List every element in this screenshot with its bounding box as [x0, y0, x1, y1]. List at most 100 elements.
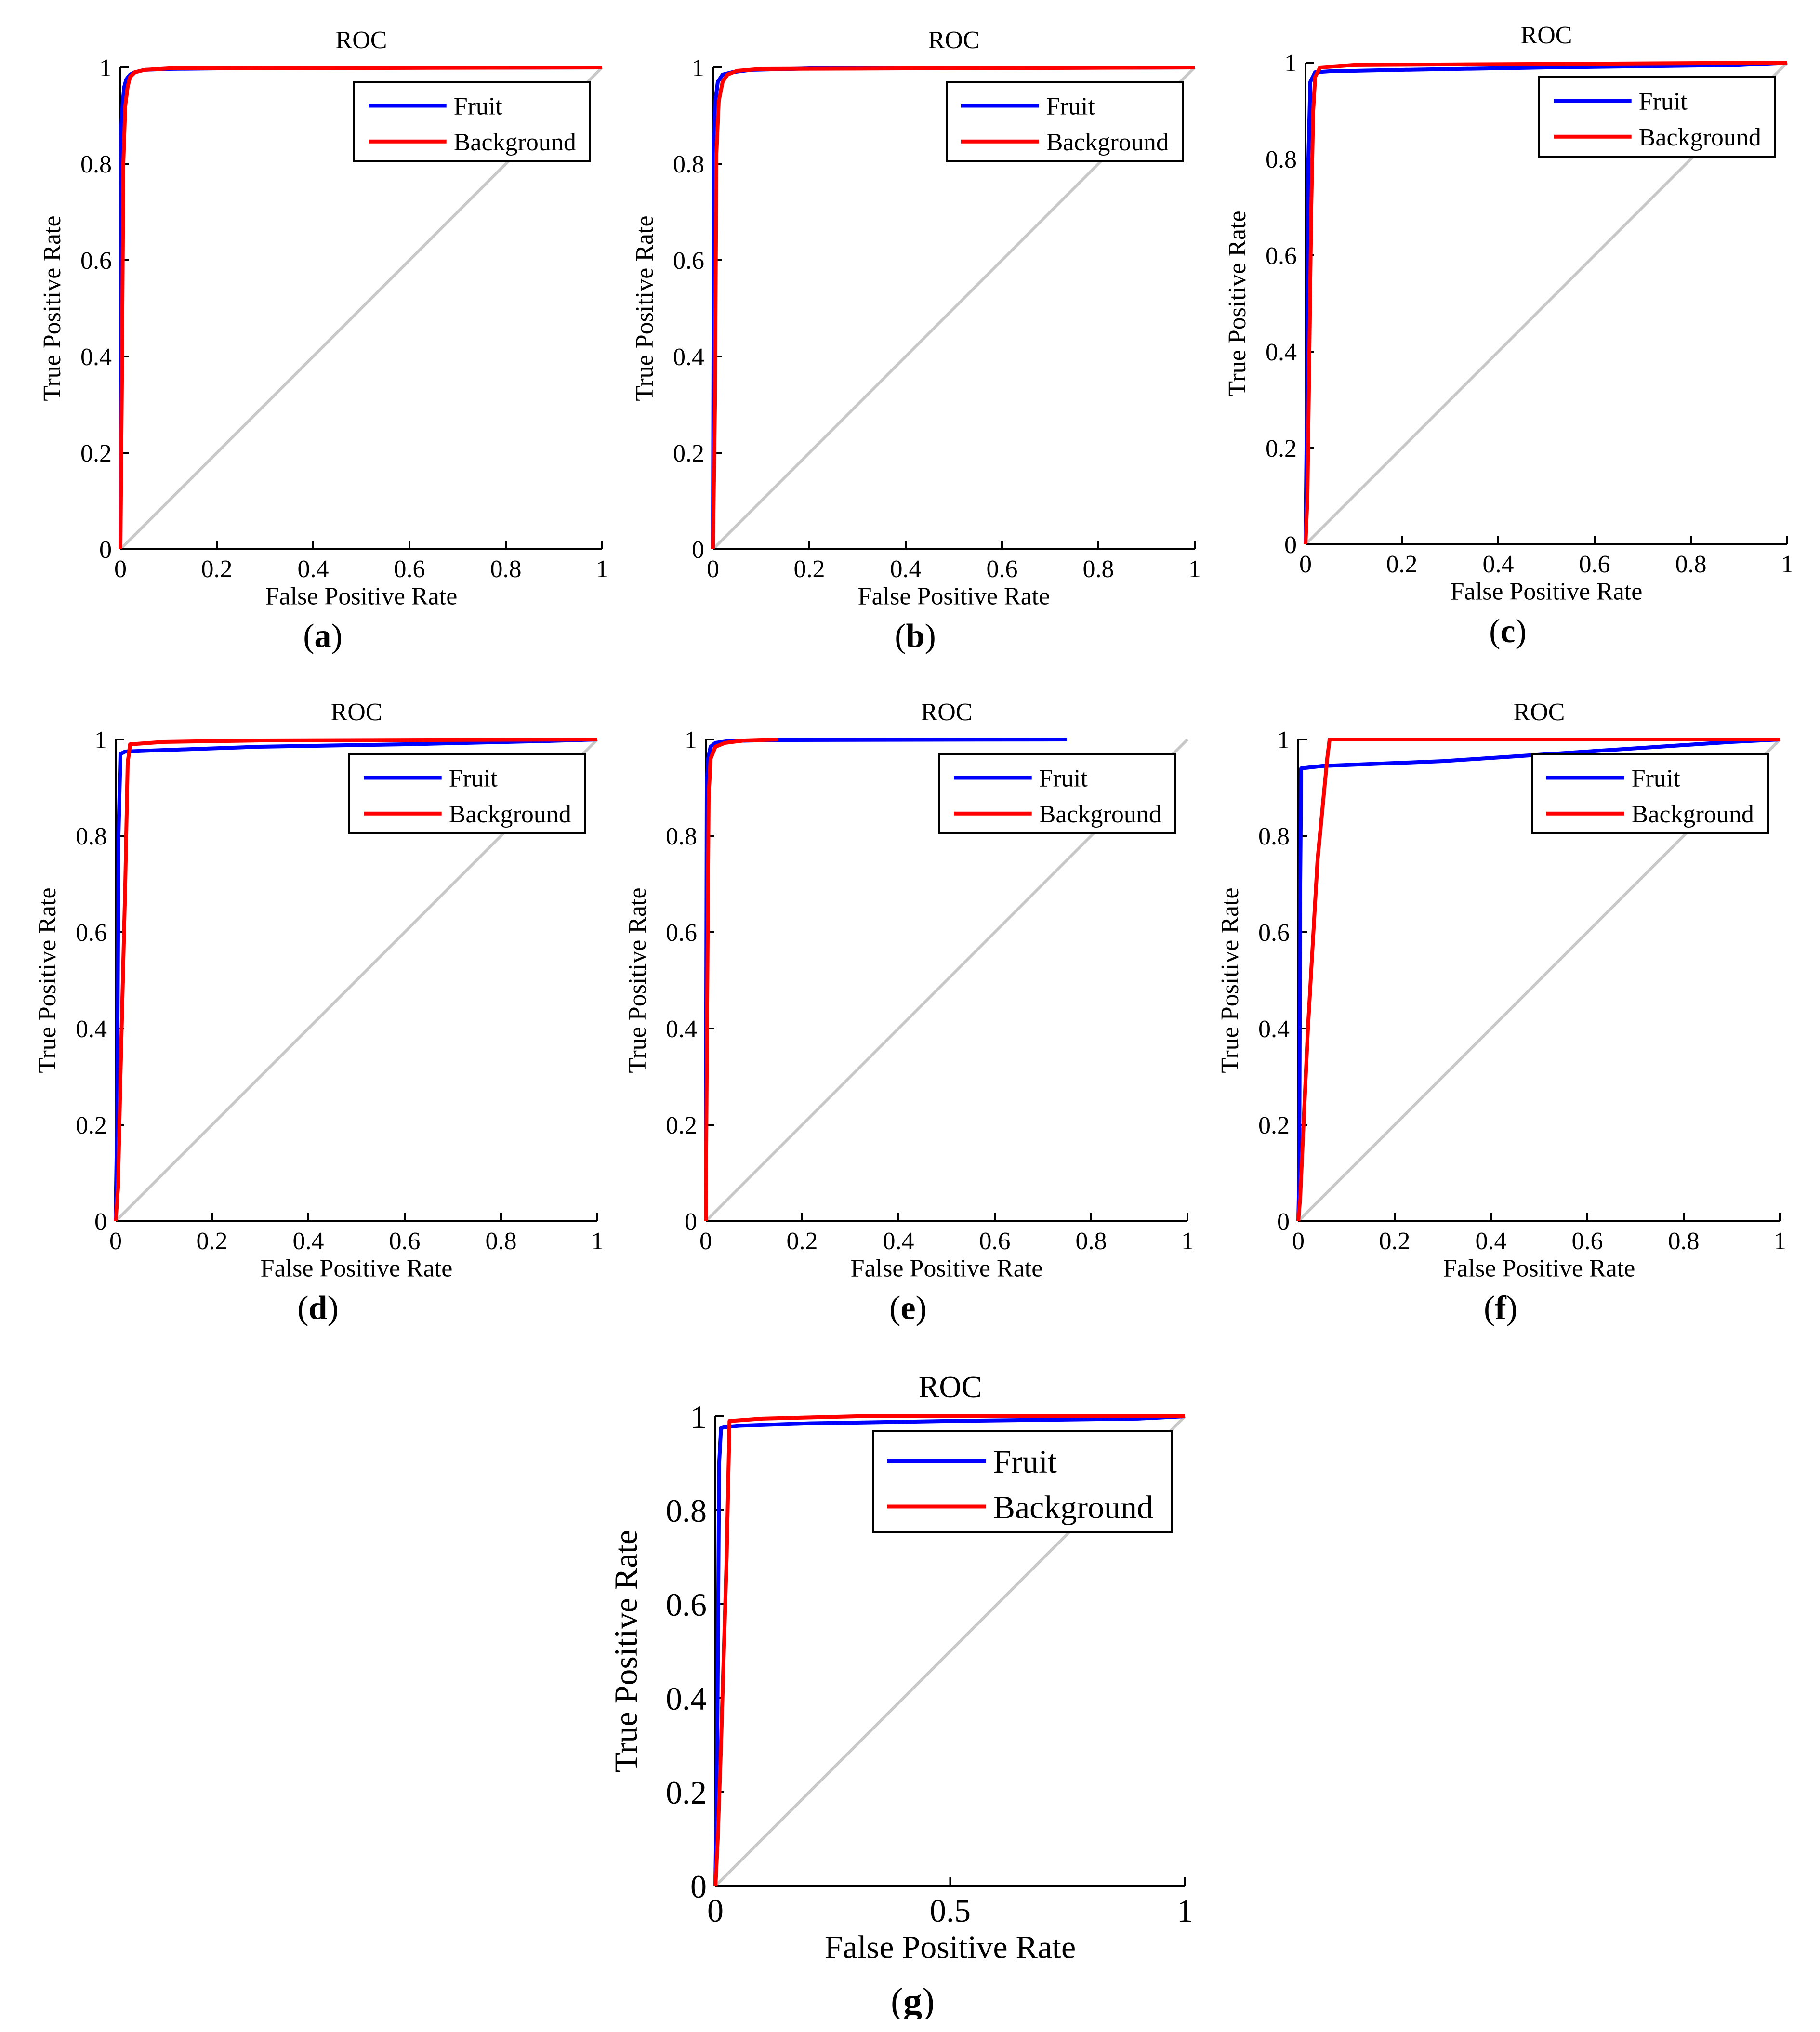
y-tick-label: 0 — [1277, 1208, 1290, 1236]
y-tick-label: 0.2 — [666, 1112, 697, 1139]
x-axis-label: False Positive Rate — [261, 1254, 453, 1282]
y-tick-label: 0.6 — [1266, 242, 1297, 270]
legend-label-background: Background — [1632, 801, 1754, 828]
y-tick-label: 0.4 — [666, 1016, 697, 1043]
y-tick-label: 0 — [690, 1868, 707, 1905]
legend-label-fruit: Fruit — [1632, 765, 1681, 792]
y-tick-label: 0.6 — [666, 919, 697, 947]
legend-box — [1531, 753, 1769, 834]
legend-box — [938, 753, 1176, 834]
y-tick-label: 1 — [1284, 50, 1297, 77]
x-axis-label: False Positive Rate — [825, 1929, 1076, 1966]
y-tick-label: 0 — [685, 1208, 697, 1236]
y-tick-label: 0.2 — [1258, 1112, 1290, 1139]
x-tick-label: 0.6 — [987, 555, 1018, 583]
legend-label-fruit: Fruit — [1046, 93, 1095, 120]
y-tick-label: 0.2 — [80, 440, 112, 467]
y-axis-label: True Positive Rate — [624, 887, 651, 1073]
panel-letter: b — [906, 618, 925, 655]
y-axis-label: True Positive Rate — [631, 215, 659, 401]
x-tick-label: 0.6 — [394, 555, 425, 583]
x-tick-label: 0.6 — [1579, 551, 1610, 578]
series-line-fruit — [114, 738, 598, 1222]
y-axis-label: True Positive Rate — [1216, 887, 1244, 1073]
legend-label-background: Background — [1039, 801, 1161, 828]
legend-label-fruit: Fruit — [993, 1443, 1057, 1480]
x-tick-label: 1 — [1177, 1892, 1193, 1929]
panel-letter: g — [903, 1980, 922, 2019]
roc-chart-a: ROC 0 0.2 0.4 0.6 0.8 1 0 0.2 0.4 0.6 0.8 1 False Pos… — [39, 26, 608, 655]
legend-label-fruit: Fruit — [1039, 765, 1088, 792]
x-tick-label: 0.2 — [1379, 1227, 1411, 1255]
x-tick-label: 0.8 — [1083, 555, 1114, 583]
y-axis-label: True Positive Rate — [34, 887, 61, 1073]
panel-f: ROC 0 0.2 0.4 0.6 0.8 1 0 0.2 0.4 0.6 0.8 1 False Pos… — [1183, 672, 1809, 1337]
x-tick-label: 0.2 — [794, 555, 825, 583]
legend-box — [353, 81, 591, 162]
roc-chart-e: ROC 0 0.2 0.4 0.6 0.8 1 0 0.2 0.4 0.6 0.8 1 False Pos… — [624, 699, 1194, 1327]
x-tick-label: 0 — [707, 555, 719, 583]
x-tick-label: 0.4 — [883, 1227, 914, 1255]
y-axis-label: True Positive Rate — [1224, 211, 1251, 396]
x-tick-label: 1 — [1188, 555, 1201, 583]
y-tick-label: 0.4 — [80, 343, 112, 371]
y-tick-label: 0 — [692, 536, 704, 564]
chart-title: ROC — [919, 1370, 982, 1404]
x-tick-label: 1 — [1781, 551, 1794, 578]
legend-box — [872, 1430, 1173, 1533]
panel-e: ROC 0 0.2 0.4 0.6 0.8 1 0 0.2 0.4 0.6 0.8 1 False Pos… — [590, 672, 1216, 1337]
x-tick-label: 0.4 — [1476, 1227, 1507, 1255]
y-tick-label: 0.2 — [1266, 435, 1297, 462]
legend-label-fruit: Fruit — [1639, 88, 1688, 116]
series-line-background — [704, 738, 778, 1222]
series-line-fruit — [1304, 61, 1788, 545]
y-tick-label: 0.8 — [673, 151, 704, 178]
legend-box — [946, 81, 1184, 162]
x-tick-label: 0.4 — [293, 1227, 324, 1255]
y-tick-label: 0.4 — [666, 1680, 707, 1717]
series-line-background — [1296, 738, 1780, 1222]
chart-title: ROC — [336, 26, 387, 54]
panel-letter-label: (b) — [895, 618, 936, 655]
x-tick-label: 0 — [114, 555, 127, 583]
panel-letter-label: (g) — [891, 1980, 935, 2019]
x-tick-label: 0.2 — [201, 555, 233, 583]
x-tick-label: 0.6 — [1572, 1227, 1603, 1255]
y-tick-label: 0.2 — [673, 440, 704, 467]
y-tick-label: 0.4 — [76, 1016, 107, 1043]
legend-label-fruit: Fruit — [449, 765, 498, 792]
y-tick-label: 0 — [1284, 531, 1297, 559]
x-tick-label: 0.6 — [389, 1227, 421, 1255]
chart-title: ROC — [921, 699, 973, 726]
x-tick-label: 0 — [1292, 1227, 1305, 1255]
x-tick-label: 0.8 — [1668, 1227, 1700, 1255]
x-tick-label: 1 — [591, 1227, 604, 1255]
x-tick-label: 0.5 — [930, 1892, 971, 1929]
y-tick-label: 0.6 — [76, 919, 107, 947]
series-line-background — [713, 1414, 1185, 1887]
y-tick-label: 0.4 — [1266, 339, 1297, 366]
y-tick-label: 1 — [685, 726, 697, 754]
x-tick-label: 0.8 — [1675, 551, 1707, 578]
x-tick-label: 0.8 — [1076, 1227, 1107, 1255]
panel-letter: d — [309, 1290, 328, 1327]
y-tick-label: 0 — [99, 536, 112, 564]
x-tick-label: 0.8 — [486, 1227, 517, 1255]
panel-letter-label: (c) — [1489, 613, 1527, 650]
x-tick-label: 0 — [109, 1227, 122, 1255]
legend-label-background: Background — [1046, 129, 1169, 156]
series-line-background — [114, 738, 598, 1222]
y-tick-label: 0.6 — [673, 247, 704, 275]
x-tick-label: 0.6 — [979, 1227, 1011, 1255]
panel-letter-label: (a) — [303, 618, 343, 655]
series-line-background — [1304, 61, 1788, 545]
y-tick-label: 0.4 — [673, 343, 704, 371]
x-tick-label: 1 — [596, 555, 608, 583]
x-axis-label: False Positive Rate — [1451, 578, 1643, 605]
legend-label-background: Background — [449, 801, 571, 828]
y-tick-label: 0.8 — [1266, 146, 1297, 173]
y-tick-label: 1 — [1277, 726, 1290, 754]
y-tick-label: 0.8 — [666, 1492, 707, 1529]
y-tick-label: 1 — [99, 54, 112, 82]
